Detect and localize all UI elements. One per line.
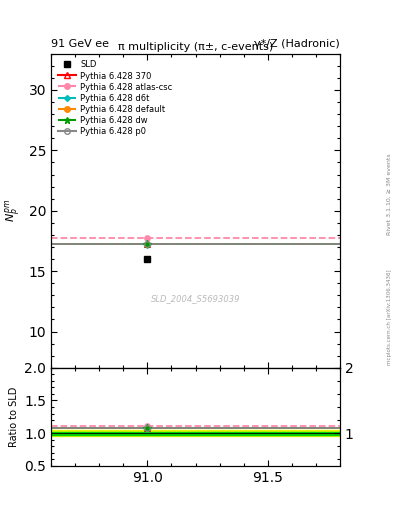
Bar — [51, 432, 340, 435]
Text: SLD_2004_S5693039: SLD_2004_S5693039 — [151, 294, 240, 303]
Title: π multiplicity (π±, c-events): π multiplicity (π±, c-events) — [118, 41, 273, 52]
Legend: SLD, Pythia 6.428 370, Pythia 6.428 atlas-csc, Pythia 6.428 d6t, Pythia 6.428 de: SLD, Pythia 6.428 370, Pythia 6.428 atla… — [55, 58, 175, 138]
Text: Rivet 3.1.10, ≥ 3M events: Rivet 3.1.10, ≥ 3M events — [387, 154, 391, 236]
Text: γ*/Z (Hadronic): γ*/Z (Hadronic) — [254, 38, 340, 49]
Y-axis label: Ratio to SLD: Ratio to SLD — [9, 387, 19, 447]
Y-axis label: $N_p^{pm}$: $N_p^{pm}$ — [4, 199, 23, 222]
Text: mcplots.cern.ch [arXiv:1306.3436]: mcplots.cern.ch [arXiv:1306.3436] — [387, 270, 391, 365]
Text: 91 GeV ee: 91 GeV ee — [51, 38, 109, 49]
Bar — [51, 430, 340, 436]
